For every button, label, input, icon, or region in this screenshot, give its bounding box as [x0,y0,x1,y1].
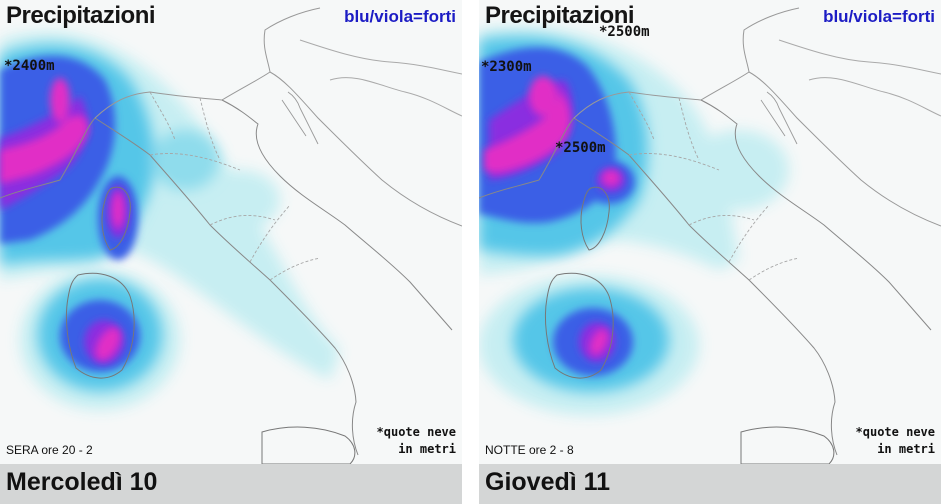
map-panel-right: Precipitazioni blu/viola=forti *2500m *2… [479,0,941,504]
snow-note: *quote neve in metri [377,424,456,458]
day-label: Giovedì 11 [485,468,611,496]
precipitation-map-right [479,0,941,464]
snow-level-label: *2500m [555,140,606,156]
map-title: Precipitazioni [6,2,156,29]
panel-gutter [462,0,479,504]
day-footer: Giovedì 11 [479,464,941,504]
snow-note-line1: *quote neve [376,425,456,439]
snow-level-label: *2500m [599,24,650,40]
day-footer: Mercoledì 10 [0,464,462,504]
map-title: Precipitazioni [485,2,635,29]
snow-note-line2: in metri [877,442,935,456]
precipitation-map-left [0,0,462,464]
legend-text: blu/viola=forti [823,7,935,26]
time-range-label: SERA ore 20 - 2 [6,443,93,457]
snow-note-line1: *quote neve [855,425,935,439]
snow-level-label: *2300m [481,59,532,75]
legend-text: blu/viola=forti [344,7,456,26]
map-panel-left: Precipitazioni blu/viola=forti *2400m SE… [0,0,462,504]
day-label: Mercoledì 10 [6,468,158,496]
snow-note-line2: in metri [398,442,456,456]
snow-level-label: *2400m [4,58,55,74]
time-range-label: NOTTE ore 2 - 8 [485,443,574,457]
snow-note: *quote neve in metri [856,424,935,458]
